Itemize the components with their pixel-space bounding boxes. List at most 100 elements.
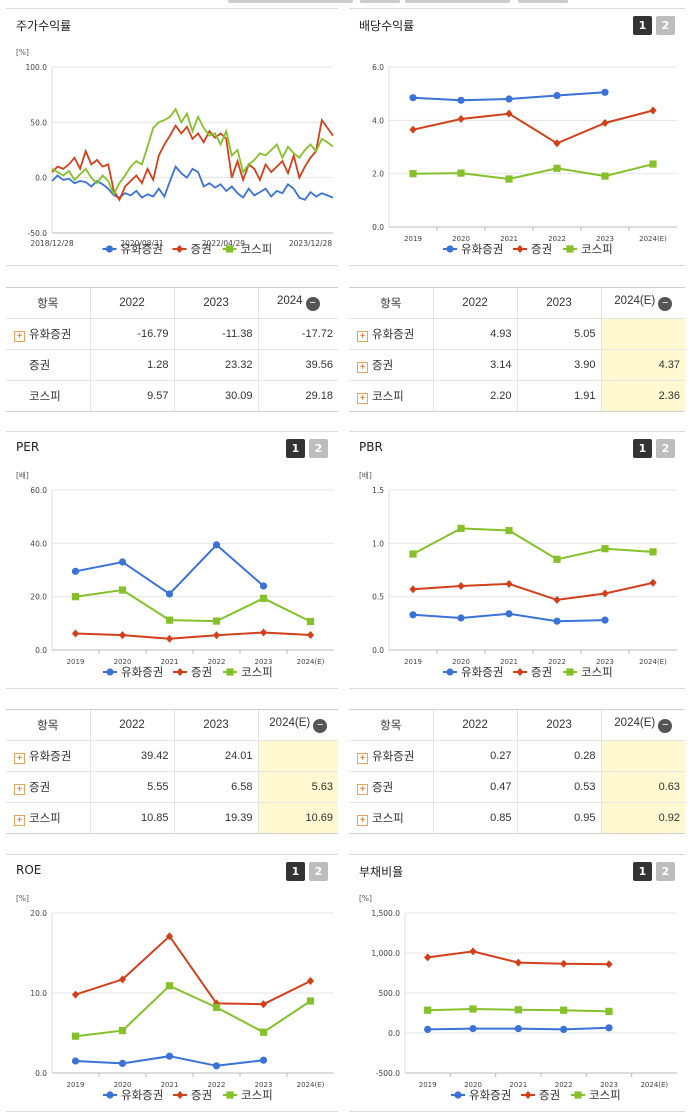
x-tick-label: 2021 xyxy=(509,1081,527,1089)
table-cell: 5.55 xyxy=(90,770,175,802)
data-point xyxy=(505,526,513,535)
panel-title: 배당수익률 xyxy=(359,19,415,33)
view-1-button[interactable]: 1 xyxy=(633,16,652,35)
col-header: 2023 xyxy=(174,288,259,318)
table-cell: 39.42 xyxy=(90,739,175,771)
data-point xyxy=(71,567,80,575)
y-unit-label: [%] xyxy=(359,894,372,903)
data-point xyxy=(524,1091,532,1099)
y-tick-label: 10.0 xyxy=(30,989,47,998)
data-point xyxy=(516,245,524,253)
y-tick-label: 60.0 xyxy=(30,486,47,495)
table-cell: -17.72 xyxy=(258,317,338,349)
view-2-button[interactable]: 2 xyxy=(656,16,675,35)
collapse-icon[interactable]: − xyxy=(658,296,673,311)
data-point xyxy=(574,1091,582,1099)
table-cell: 29.18 xyxy=(258,379,338,411)
table-row: + 증권 3.14 3.90 4.37 xyxy=(349,348,685,380)
data-point xyxy=(212,631,221,640)
collapse-icon[interactable]: − xyxy=(305,296,320,311)
data-point xyxy=(514,1025,522,1033)
dividend-yield-chart: 0.0 2.0 4.0 6.0 2019 2020 2021 2022 2023 2024(E) 유… xyxy=(372,63,677,256)
expand-icon[interactable]: + xyxy=(14,783,25,795)
view-2-button[interactable]: 2 xyxy=(309,439,328,458)
expand-icon[interactable]: + xyxy=(357,361,368,373)
data-point xyxy=(424,1025,432,1033)
col-header: 2022 xyxy=(90,288,175,318)
data-point xyxy=(212,541,221,549)
data-point xyxy=(409,94,417,102)
series-line xyxy=(412,163,654,181)
data-point xyxy=(226,668,234,676)
view-2-button[interactable]: 2 xyxy=(656,862,675,881)
data-point xyxy=(259,1000,268,1009)
data-point xyxy=(553,555,561,563)
x-tick-label: 2020 xyxy=(114,1081,132,1089)
view-1-button[interactable]: 1 xyxy=(286,862,305,881)
table-cell: 39.56 xyxy=(258,348,338,380)
x-tick-label: 2023 xyxy=(596,235,614,243)
view-1-button[interactable]: 1 xyxy=(633,862,652,881)
collapse-icon[interactable]: − xyxy=(658,718,673,733)
row-label: 코스피 xyxy=(372,812,404,825)
table-cell: 6.58 xyxy=(174,770,259,802)
expand-icon[interactable]: + xyxy=(357,752,368,764)
pbr-chart: [배] 0.0 0.5 1.0 1.5 2019 2020 2021 2022 2023 2024(… xyxy=(359,471,677,679)
data-point xyxy=(560,959,568,968)
expand-icon[interactable]: + xyxy=(14,814,25,826)
x-tick-label: 2020 xyxy=(452,235,470,243)
panel-title: ROE xyxy=(16,863,42,877)
stock-return-table: 항목 2022 2023 2024− + 유화증권 -16.79 -11.38 -… xyxy=(6,288,338,411)
data-point xyxy=(118,631,127,640)
table-cell: 0.92 xyxy=(601,801,685,833)
data-point xyxy=(516,668,524,676)
data-point xyxy=(165,982,174,990)
data-point xyxy=(553,91,561,100)
data-point xyxy=(601,172,609,180)
data-point xyxy=(118,975,127,984)
data-point xyxy=(212,1003,221,1011)
y-tick-label: 4.0 xyxy=(372,116,384,125)
view-2-button[interactable]: 2 xyxy=(656,439,675,458)
x-tick-label: 2023 xyxy=(600,1081,618,1089)
expand-icon[interactable]: + xyxy=(14,330,25,342)
view-1-button[interactable]: 1 xyxy=(633,439,652,458)
expand-icon[interactable]: + xyxy=(357,814,368,826)
expand-icon[interactable]: + xyxy=(14,752,25,764)
x-tick-label: 2019 xyxy=(404,658,422,666)
table-cell: 0.95 xyxy=(517,801,602,833)
data-point xyxy=(71,1057,80,1065)
data-point xyxy=(165,616,174,624)
series-line xyxy=(75,984,312,1038)
view-2-button[interactable]: 2 xyxy=(309,862,328,881)
data-point xyxy=(553,139,561,148)
series-line xyxy=(75,934,311,1006)
data-point xyxy=(165,932,174,941)
collapse-icon[interactable]: − xyxy=(313,718,328,733)
data-point xyxy=(601,589,609,598)
expand-icon[interactable]: + xyxy=(357,783,368,795)
view-1-button[interactable]: 1 xyxy=(286,439,305,458)
col-header-label: 2024(E) xyxy=(614,716,656,729)
table-cell: 0.85 xyxy=(433,801,518,833)
y-unit-label: [%] xyxy=(16,894,29,903)
data-point xyxy=(446,245,454,253)
legend-label: 코스피 xyxy=(241,665,273,679)
x-tick-label: 2023 xyxy=(596,658,614,666)
y-tick-label: 500.0 xyxy=(379,989,401,998)
expand-icon[interactable]: + xyxy=(357,392,368,404)
legend-label: 코스피 xyxy=(581,665,613,679)
data-point xyxy=(118,1059,127,1067)
table-cell: 4.37 xyxy=(601,348,685,380)
expand-icon[interactable]: + xyxy=(357,330,368,342)
data-point xyxy=(649,578,657,587)
data-point xyxy=(259,1056,268,1064)
row-label: 증권 xyxy=(372,781,394,794)
legend-label: 증권 xyxy=(531,242,552,256)
legend-label: 증권 xyxy=(191,665,212,679)
table-row: 증권 1.28 23.32 39.56 xyxy=(6,348,338,380)
table-cell: 10.85 xyxy=(90,801,175,833)
table-cell: 0.27 xyxy=(433,739,518,771)
table-cell xyxy=(601,317,685,349)
series-line xyxy=(51,107,334,197)
